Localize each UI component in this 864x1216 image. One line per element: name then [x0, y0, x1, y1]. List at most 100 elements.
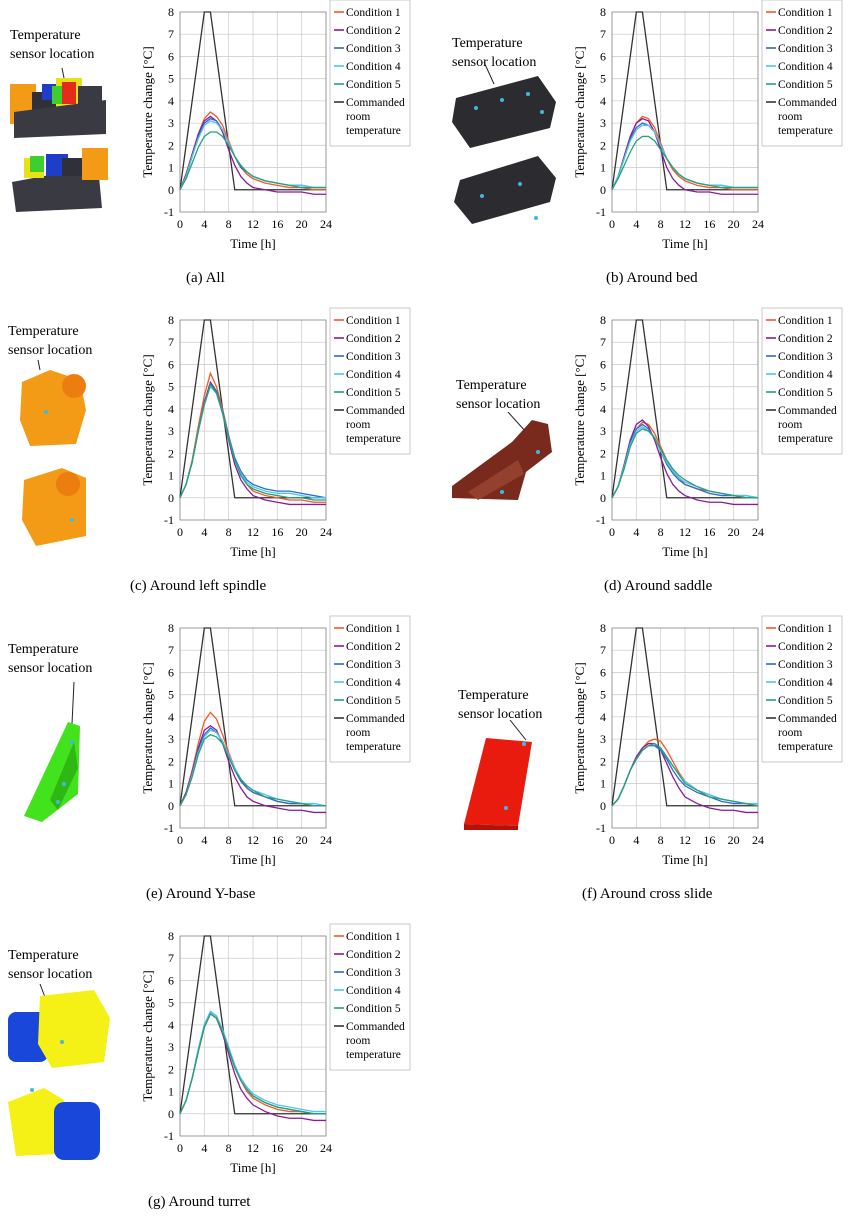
y-tick-label: 6: [600, 49, 606, 63]
sensor-location-label-a: Temperature sensor location: [10, 26, 94, 64]
legend-label: Condition 2: [778, 25, 833, 37]
x-tick-label: 8: [658, 833, 664, 847]
sensor-label-line1: Temperature: [452, 36, 523, 51]
x-tick-label: 24: [752, 217, 764, 231]
y-tick-label: 3: [600, 424, 606, 438]
series-line-condition-5: [611, 742, 759, 807]
legend-box: [761, 0, 843, 147]
legend-box: [329, 307, 411, 455]
bed-icon: [452, 62, 556, 224]
y-tick-label: 8: [600, 621, 606, 635]
y-tick-label: 0: [168, 183, 174, 197]
x-axis-label: Time [h]: [230, 852, 275, 867]
legend-label: Condition 4: [346, 61, 401, 73]
x-tick-label: 20: [296, 525, 308, 539]
legend-box: [761, 307, 843, 455]
legend-label: Condition 5: [778, 79, 833, 91]
y-tick-label: 3: [600, 116, 606, 130]
y-tick-label: -1: [596, 821, 606, 835]
x-tick-label: 4: [633, 525, 639, 539]
legend-label: Condition 2: [778, 641, 833, 653]
x-axis-label: Time [h]: [662, 544, 707, 559]
legend-label: Condition 5: [346, 79, 401, 91]
legend-label: Condition 2: [346, 25, 401, 37]
legend-box: [329, 615, 411, 763]
y-tick-label: 7: [168, 951, 174, 965]
legend-label: Condition 3: [778, 659, 833, 671]
y-tick-label: 0: [600, 183, 606, 197]
y-tick-label: 4: [600, 94, 606, 108]
legend-label: Condition 2: [346, 641, 401, 653]
sensor-label-line1: Temperature: [458, 688, 529, 703]
caption-d: (d) Around saddle: [604, 578, 713, 594]
sensor-location-label-b: Temperature sensor location: [452, 34, 536, 72]
x-tick-label: 20: [296, 217, 308, 231]
x-axis-label: Time [h]: [230, 544, 275, 559]
legend: Condition 1 Condition 2 Condition 3 Conditi…: [761, 0, 843, 147]
grid: [611, 627, 759, 829]
panel-c: Temperature sensor location -1 0 1 2 3 4 5 6 7 8 0…: [0, 307, 432, 608]
sensor-location-label-d: Temperature sensor location: [456, 376, 540, 414]
sensor-label-line1: Temperature: [8, 948, 79, 963]
y-tick-label: 3: [168, 424, 174, 438]
legend-box: [329, 923, 411, 1071]
y-tick-label: 2: [600, 446, 606, 460]
caption-b: (b) Around bed: [606, 270, 698, 286]
legend-label: Condition 2: [778, 333, 833, 345]
plot-frame: [179, 935, 327, 1137]
legend-label: room: [346, 1035, 370, 1047]
x-tick-label: 16: [271, 525, 283, 539]
series-line-condition-2: [179, 724, 326, 814]
x-tick-label: 24: [752, 525, 764, 539]
legend-label: Condition 3: [778, 351, 833, 363]
y-tick-label: 6: [600, 357, 606, 371]
legend-label: temperature: [778, 125, 833, 137]
x-tick-label: 4: [201, 217, 207, 231]
y-tick-label: -1: [164, 1129, 174, 1143]
y-tick-label: 1: [168, 1085, 174, 1099]
y-tick-label: 6: [168, 357, 174, 371]
y-tick-label: 5: [168, 72, 174, 86]
legend-label: Condition 1: [778, 7, 833, 19]
y-tick-label: 1: [600, 777, 606, 791]
y-tick-label: 2: [168, 754, 174, 768]
grid: [179, 11, 327, 213]
y-tick-label: 5: [168, 380, 174, 394]
x-tick-label: 24: [320, 833, 332, 847]
y-tick-label: 5: [600, 380, 606, 394]
series-line-condition-2: [611, 419, 758, 506]
legend-label: room: [346, 419, 370, 431]
legend: Condition 1 Condition 2 Condition 3 Conditi…: [761, 615, 843, 763]
y-tick-label: 1: [168, 777, 174, 791]
y-tick-label: 4: [600, 402, 606, 416]
x-tick-label: 16: [703, 525, 715, 539]
y-axis-label: Temperature change [°C]: [140, 354, 155, 485]
x-axis-label: Time [h]: [662, 852, 707, 867]
legend-label: Condition 4: [346, 677, 401, 689]
y-tick-label: 3: [168, 116, 174, 130]
caption-f: (f) Around cross slide: [582, 886, 713, 902]
legend-label: Condition 1: [778, 315, 833, 327]
x-tick-label: 24: [320, 525, 332, 539]
legend-label: Condition 3: [346, 43, 401, 55]
y-tick-label: 4: [168, 94, 174, 108]
y-tick-label: 4: [168, 710, 174, 724]
x-tick-label: 8: [226, 217, 232, 231]
x-axis-label: Time [h]: [662, 236, 707, 251]
x-tick-label: 20: [728, 217, 740, 231]
x-tick-label: 20: [296, 833, 308, 847]
panel-b: Temperature sensor location -1 0 1 2 3 4 5 6 7 8 0…: [432, 0, 864, 300]
legend-label: Condition 4: [346, 369, 401, 381]
x-tick-label: 4: [201, 1141, 207, 1155]
sensor-label-line1: Temperature: [8, 324, 79, 339]
sensor-location-label-f: Temperature sensor location: [458, 686, 542, 724]
y-axis-label: Temperature change [°C]: [572, 46, 587, 177]
y-tick-label: 0: [600, 491, 606, 505]
sensor-location-label-c: Temperature sensor location: [8, 322, 92, 360]
legend-box: [329, 0, 411, 147]
legend-label: Condition 4: [778, 369, 833, 381]
legend: Condition 1 Condition 2 Condition 3 Conditi…: [329, 0, 411, 147]
x-tick-label: 12: [247, 1141, 259, 1155]
y-axis-label: Temperature change [°C]: [140, 970, 155, 1101]
legend-label: temperature: [346, 741, 401, 753]
